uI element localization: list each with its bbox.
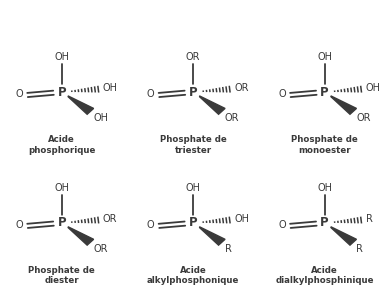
Text: R: R xyxy=(366,214,373,224)
Text: P: P xyxy=(189,85,198,98)
Text: O: O xyxy=(15,220,23,230)
Text: OH: OH xyxy=(93,113,109,123)
Text: P: P xyxy=(58,216,66,229)
Polygon shape xyxy=(331,227,356,245)
Text: P: P xyxy=(321,85,329,98)
Text: O: O xyxy=(278,220,286,230)
Text: Phosphate de
triester: Phosphate de triester xyxy=(160,135,227,155)
Text: OH: OH xyxy=(235,214,249,224)
Text: OH: OH xyxy=(186,183,201,193)
Text: O: O xyxy=(15,89,23,99)
Polygon shape xyxy=(68,227,94,245)
Text: Acide
phosphorique: Acide phosphorique xyxy=(28,135,96,155)
Text: OR: OR xyxy=(356,113,371,123)
Text: OR: OR xyxy=(93,244,108,254)
Text: O: O xyxy=(278,89,286,99)
Polygon shape xyxy=(331,96,356,114)
Text: OR: OR xyxy=(103,214,117,224)
Text: Acide
alkylphosphonique: Acide alkylphosphonique xyxy=(147,266,239,285)
Text: OH: OH xyxy=(317,52,332,62)
Polygon shape xyxy=(199,96,225,114)
Text: R: R xyxy=(356,244,363,254)
Text: P: P xyxy=(189,216,198,229)
Text: OH: OH xyxy=(317,183,332,193)
Text: O: O xyxy=(147,220,154,230)
Text: Phosphate de
monoester: Phosphate de monoester xyxy=(291,135,358,155)
Text: O: O xyxy=(147,89,154,99)
Text: Acide
dialkylphosphinique: Acide dialkylphosphinique xyxy=(275,266,374,285)
Text: OR: OR xyxy=(186,52,200,62)
Text: OR: OR xyxy=(235,83,249,93)
Text: OH: OH xyxy=(54,52,69,62)
Text: Phosphate de
diester: Phosphate de diester xyxy=(28,266,95,285)
Text: R: R xyxy=(225,244,232,254)
Text: OH: OH xyxy=(54,183,69,193)
Text: OR: OR xyxy=(225,113,239,123)
Polygon shape xyxy=(199,227,225,245)
Text: P: P xyxy=(58,85,66,98)
Text: P: P xyxy=(321,216,329,229)
Text: OH: OH xyxy=(103,83,118,93)
Polygon shape xyxy=(68,96,94,114)
Text: OH: OH xyxy=(366,83,381,93)
